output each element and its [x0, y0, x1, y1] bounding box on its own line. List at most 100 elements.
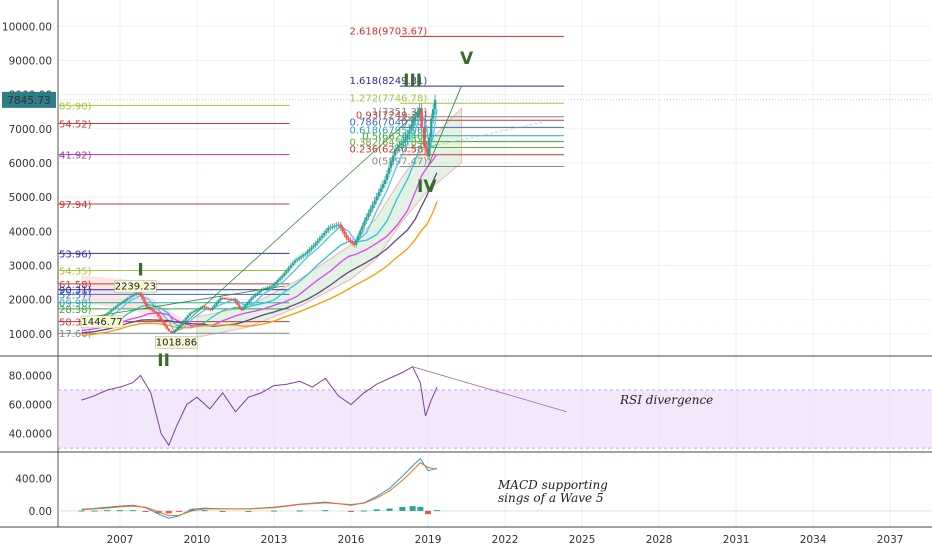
candle-body	[361, 225, 364, 231]
wave-label: III	[403, 71, 422, 91]
y-tick-label: 6000.00	[9, 158, 52, 170]
swing-label-box	[80, 315, 124, 329]
x-tick-label: 2031	[723, 534, 750, 546]
fib-label-left: 28.38)	[59, 305, 92, 316]
candle-body	[381, 184, 385, 189]
projection-line	[402, 121, 544, 154]
candle-body	[375, 196, 378, 201]
candle-body	[274, 281, 278, 284]
fib-label: 0(5897.47)	[372, 156, 428, 167]
candle-body	[126, 298, 129, 300]
candle-body	[174, 329, 178, 332]
candle-body	[295, 258, 299, 261]
wave-label: IV	[417, 177, 437, 197]
candle-body	[246, 302, 249, 306]
candle-body	[327, 227, 330, 231]
candle-body	[147, 306, 150, 308]
x-tick-label: 2007	[107, 534, 134, 546]
macd-note-line-2: sings of a Wave 5	[498, 491, 604, 505]
candle-body	[122, 300, 126, 303]
candle-body	[238, 304, 241, 308]
rsi-line	[81, 366, 438, 447]
candle-body	[285, 270, 288, 274]
wave-label: V	[460, 49, 474, 69]
macd-hist-bar	[78, 510, 85, 512]
candle-body	[357, 235, 360, 241]
candle-body	[264, 288, 268, 290]
y-tick-label: 1000.00	[9, 329, 52, 341]
candle-body	[426, 150, 430, 157]
swing-label: 2239.23	[115, 281, 156, 292]
candle-body	[351, 241, 354, 244]
candle-body	[318, 238, 321, 241]
candle-body	[159, 316, 162, 320]
candle-body	[128, 296, 132, 299]
swing-label-box	[155, 336, 198, 349]
candle-body	[300, 256, 303, 258]
candle-body	[287, 268, 290, 271]
candle-body	[322, 233, 326, 236]
candle-body	[310, 247, 313, 250]
fib-label: 0.93(7249.36)	[356, 110, 428, 121]
candle-body	[371, 204, 374, 209]
candle-body	[339, 224, 342, 228]
fib-label: 0.618(6795.96)	[350, 126, 428, 137]
candle-body	[314, 243, 317, 246]
candle-body	[186, 315, 189, 319]
fib-label-left: 52.57)	[59, 290, 92, 301]
candle-body	[297, 257, 301, 259]
candle-body	[306, 251, 309, 254]
macd-hist-bar	[129, 510, 136, 512]
x-tick-label: 2025	[569, 534, 596, 546]
y-tick-label: 2000.00	[9, 295, 52, 307]
candle-body	[248, 300, 251, 303]
rsi-panel	[58, 366, 932, 449]
candle-body	[223, 298, 227, 300]
macd-hist-bar	[104, 510, 111, 512]
y-tick-label: 4000.00	[9, 226, 52, 238]
candle-body	[163, 322, 166, 326]
macd-hist-bar	[425, 510, 432, 515]
candle-body	[335, 225, 338, 227]
candle-body	[320, 235, 324, 239]
candle-body	[363, 221, 366, 226]
candle-body	[184, 318, 187, 321]
y-axis: 1000.00 2000.00 3000.00 4000.00 5000.00 6000.…	[2, 21, 932, 518]
candle-body	[276, 279, 280, 282]
candle-body	[354, 240, 358, 245]
fib-label-left: 61.58)	[59, 280, 92, 291]
candle-body	[278, 277, 282, 280]
fib-label-left: 54.52)	[59, 119, 92, 130]
candle-body	[170, 330, 173, 334]
last-price-tag	[2, 91, 56, 108]
candle-body	[112, 308, 115, 310]
candle-body	[256, 292, 259, 295]
candle-body	[135, 292, 138, 295]
candle-body	[387, 167, 391, 174]
candle-body	[325, 230, 328, 234]
candle-body	[232, 299, 235, 301]
candles	[80, 94, 437, 334]
candle-body	[333, 225, 336, 227]
macd-hist-bar	[271, 510, 278, 512]
candle-body	[215, 302, 218, 306]
fib-label-left: 90.31)	[59, 286, 92, 297]
candle-body	[345, 234, 348, 239]
macd-line	[81, 457, 438, 519]
price-panel: 2.618(9703.67) 1.618(8249.81) 1.272(7746.7…	[58, 26, 565, 371]
candle-body	[227, 298, 231, 300]
candle-body	[425, 145, 428, 151]
candle-body	[369, 208, 372, 213]
x-axis: 2007 2010 2013 2016 2019 2022 2025 2028 2031 2034…	[107, 534, 904, 546]
candle-body	[199, 307, 202, 309]
candle-body	[124, 299, 127, 301]
macd-hist-bar	[399, 506, 406, 511]
candle-body	[433, 99, 437, 110]
candle-body	[194, 309, 198, 312]
fib-label: 0.382(6452.84)	[350, 137, 428, 148]
candle-body	[430, 118, 433, 138]
candle-body	[149, 307, 152, 310]
candle-body	[172, 331, 176, 334]
fib-label-left: 54.35)	[59, 266, 92, 277]
